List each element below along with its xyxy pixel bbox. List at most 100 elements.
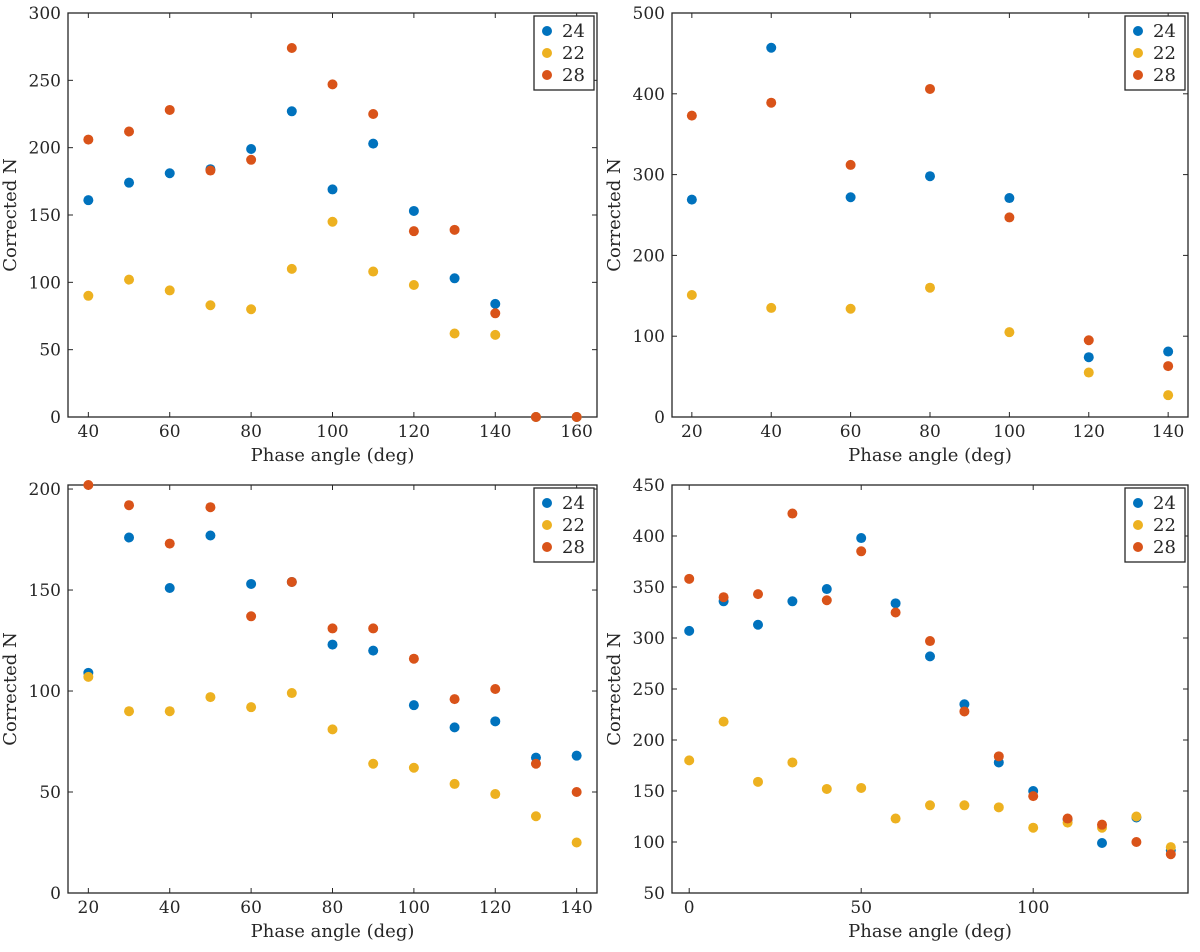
- x-axis-label: Phase angle (deg): [251, 445, 415, 466]
- data-point: [368, 109, 379, 119]
- data-point: [718, 716, 729, 727]
- data-point: [1165, 849, 1176, 860]
- data-point: [449, 224, 460, 235]
- series-28: [83, 480, 582, 798]
- x-tick-label: 40: [78, 422, 100, 442]
- x-axis-label: Phase angle (deg): [848, 921, 1012, 942]
- data-point: [449, 328, 460, 339]
- data-point: [1083, 367, 1094, 378]
- data-point: [766, 42, 777, 53]
- x-axis-label: Phase angle (deg): [251, 921, 415, 942]
- series-22: [686, 282, 1174, 401]
- y-tick-label: 150: [29, 581, 61, 601]
- data-point: [925, 636, 935, 647]
- data-point: [1062, 813, 1073, 824]
- data-point: [1004, 327, 1015, 338]
- data-point: [246, 304, 257, 315]
- data-point: [205, 165, 216, 176]
- data-point: [1004, 212, 1015, 223]
- data-point: [327, 724, 338, 735]
- data-point: [959, 706, 970, 717]
- data-point: [684, 573, 695, 584]
- x-tick-label: 120: [398, 422, 430, 442]
- data-point: [164, 104, 175, 115]
- y-tick-label: 100: [29, 682, 61, 702]
- series-22: [83, 671, 582, 848]
- data-point: [490, 716, 501, 727]
- x-tick-label: 160: [560, 422, 592, 442]
- data-point: [856, 782, 867, 793]
- y-tick-label: 300: [633, 629, 665, 649]
- series-24: [83, 106, 582, 422]
- data-point: [753, 589, 763, 600]
- legend-label: 24: [1153, 493, 1176, 514]
- data-point: [1165, 842, 1176, 853]
- data-point: [959, 800, 970, 811]
- x-tick-label: 40: [760, 422, 782, 442]
- data-point: [124, 177, 135, 188]
- x-tick-label: 80: [240, 422, 262, 442]
- legend-marker: [542, 498, 552, 508]
- data-point: [571, 412, 582, 422]
- x-tick-label: 120: [479, 898, 511, 918]
- legend-label: 28: [562, 537, 585, 558]
- data-point: [368, 758, 379, 769]
- legend-label: 22: [1153, 515, 1176, 536]
- chart-panel-1: 40 60 80 100 120 140 160 0 50 100 150 200 250 300 Phas…: [0, 4, 598, 466]
- data-point: [1004, 193, 1015, 204]
- data-point: [571, 750, 582, 761]
- legend-label: 28: [1153, 537, 1176, 558]
- data-point: [408, 653, 419, 664]
- x-tick-label: 140: [479, 422, 511, 442]
- y-tick-label: 450: [633, 476, 665, 496]
- axes-box: [67, 12, 598, 418]
- legend-marker: [1133, 520, 1143, 530]
- y-tick-label: 50: [643, 884, 665, 904]
- data-point: [856, 546, 867, 557]
- data-point: [164, 583, 175, 594]
- y-tick-label: 500: [633, 4, 665, 24]
- data-point: [1097, 819, 1107, 830]
- legend-marker: [1133, 498, 1143, 508]
- y-tick-label: 0: [50, 408, 61, 428]
- data-point: [1163, 361, 1174, 372]
- y-tick-label: 300: [633, 166, 665, 186]
- data-point: [124, 706, 135, 717]
- x-tick-label: 50: [850, 898, 872, 918]
- x-tick-label: 60: [159, 422, 181, 442]
- data-point: [286, 263, 297, 274]
- legend-label: 22: [562, 515, 585, 536]
- data-point: [83, 195, 94, 206]
- data-point: [753, 776, 763, 787]
- data-point: [925, 83, 935, 94]
- chart-panel-2: 20 40 60 80 100 120 140 0 100 200 300 400 500 Phase a…: [604, 4, 1189, 466]
- data-point: [246, 154, 257, 165]
- data-point: [1131, 837, 1142, 847]
- data-point: [787, 596, 798, 607]
- y-tick-label: 50: [39, 783, 61, 803]
- x-tick-label: 100: [1017, 898, 1049, 918]
- y-tick-label: 150: [29, 206, 61, 226]
- data-point: [83, 671, 94, 682]
- data-point: [890, 813, 901, 824]
- data-point: [408, 762, 419, 773]
- data-point: [686, 289, 697, 300]
- data-point: [449, 722, 460, 733]
- legend-marker: [542, 520, 552, 530]
- data-point: [925, 171, 935, 182]
- data-point: [124, 126, 135, 137]
- y-tick-label: 250: [633, 680, 665, 700]
- data-point: [164, 285, 175, 296]
- x-tick-label: 0: [684, 898, 695, 918]
- data-point: [83, 134, 94, 145]
- series-28: [686, 83, 1174, 372]
- data-point: [246, 144, 257, 155]
- data-point: [686, 110, 697, 121]
- legend-label: 28: [1153, 65, 1176, 86]
- data-point: [124, 274, 135, 285]
- data-point: [856, 533, 867, 544]
- data-point: [890, 607, 901, 618]
